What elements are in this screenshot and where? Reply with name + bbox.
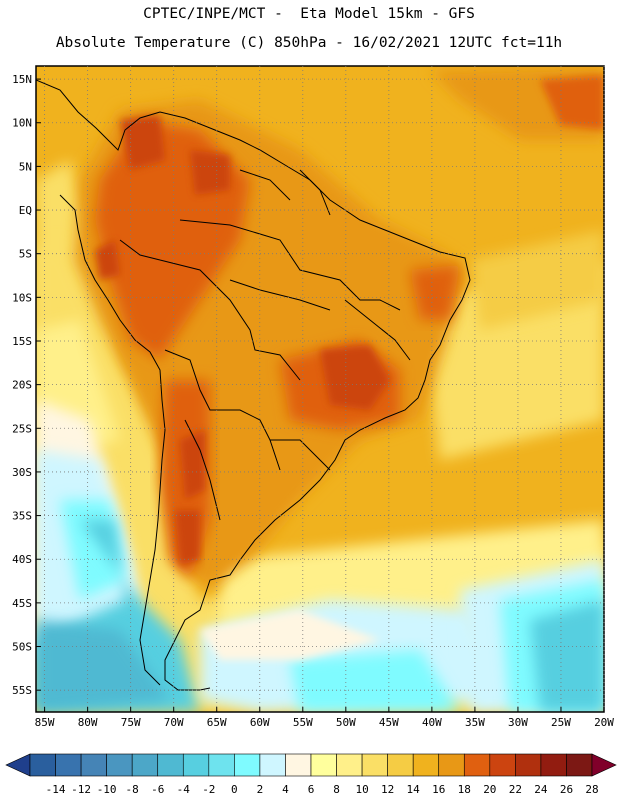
map-title-line-2: Absolute Temperature (C) 850hPa - 16/02/… [55, 35, 563, 51]
colorbar-segment [259, 753, 286, 777]
longitude-label: 30W [508, 716, 528, 729]
colorbar-tick-label: 10 [355, 783, 368, 796]
colorbar-tick-label: -8 [126, 783, 139, 796]
colorbar-segment [234, 753, 261, 777]
colorbar-segment [157, 753, 184, 777]
colorbar-tick-label: -6 [151, 783, 164, 796]
colorbar-segment [438, 753, 465, 777]
coastline-lines [36, 79, 471, 691]
colorbar-tick-label: -12 [71, 783, 91, 796]
longitude-label: 20W [594, 716, 614, 729]
latitude-label: 35S [12, 510, 32, 523]
longitude-label: 35W [465, 716, 485, 729]
latitude-label: 50S [12, 641, 32, 654]
latitude-label: 30S [12, 466, 32, 479]
colorbar-low-arrow [5, 753, 31, 777]
latitude-label: 20S [12, 379, 32, 392]
colorbar-segment [566, 753, 593, 777]
colorbar-tick-label: -10 [97, 783, 117, 796]
colorbar-segment [387, 753, 414, 777]
longitude-label: 45W [379, 716, 399, 729]
colorbar-tick-label: -2 [202, 783, 215, 796]
colorbar-segment [515, 753, 542, 777]
colorbar-segment [131, 753, 159, 777]
colorbar-tick-label: 2 [257, 783, 264, 796]
colorbar-segment [489, 753, 516, 777]
colorbar-tick-label: 12 [381, 783, 394, 796]
colorbar-segment [463, 753, 491, 777]
colorbar-segment [540, 753, 567, 777]
map-frame [35, 65, 605, 713]
colorbar-segment [412, 753, 440, 777]
longitude-label: 80W [78, 716, 98, 729]
latitude-label: 10N [12, 117, 32, 130]
longitude-label: 50W [336, 716, 356, 729]
colorbar-tick-label: 16 [432, 783, 445, 796]
latitude-label: 5N [19, 160, 32, 173]
longitude-label: 85W [35, 716, 55, 729]
colorbar-segment [182, 753, 210, 777]
colorbar-segment [285, 753, 312, 777]
colorbar-tick-label: 26 [560, 783, 573, 796]
longitude-label: 75W [121, 716, 141, 729]
colorbar-segment [106, 753, 133, 777]
colorbar-segment [310, 753, 337, 777]
graticule-grid [36, 66, 605, 712]
longitude-labels: 85W 80W 75W 70W 65W 60W 55W 50W 45W 40W 35W 30W 25W 2… [35, 716, 615, 729]
colorbar-segment [55, 753, 82, 777]
longitude-label: 25W [551, 716, 571, 729]
colorbar-tick-label: -4 [177, 783, 191, 796]
colorbar-segment [336, 753, 363, 777]
latitude-label: 40S [12, 553, 32, 566]
latitude-label: 25S [12, 422, 32, 435]
latitude-label: 5S [19, 248, 32, 261]
map-title-line-1: CPTEC/INPE/MCT - Eta Model 15km - GFS [143, 6, 475, 22]
colorbar-high-arrow [591, 753, 617, 777]
colorbar-segment [80, 753, 107, 777]
longitude-label: 70W [164, 716, 184, 729]
colorbar-tick-label: 4 [282, 783, 289, 796]
latitude-label: 15N [12, 73, 32, 86]
longitude-label: 40W [422, 716, 442, 729]
colorbar: -14 -12 -10 -8 -6 -4 -2 0 2 4 6 8 10 12 14 16 18 20 22 24 26… [5, 753, 617, 796]
colorbar-segment [29, 753, 56, 777]
colorbar-tick-label: 6 [308, 783, 315, 796]
longitude-label: 55W [293, 716, 313, 729]
colorbar-segment [208, 753, 235, 777]
colorbar-tick-label: 14 [407, 783, 421, 796]
latitude-label: 10S [12, 291, 32, 304]
temperature-field [36, 66, 604, 712]
colorbar-tick-label: 18 [458, 783, 471, 796]
colorbar-tick-label: -14 [46, 783, 66, 796]
longitude-label: 65W [207, 716, 227, 729]
longitude-label: 60W [250, 716, 270, 729]
colorbar-segment [361, 753, 388, 777]
colorbar-tick-label: 8 [333, 783, 340, 796]
colorbar-tick-label: 0 [231, 783, 238, 796]
latitude-label: 45S [12, 597, 32, 610]
colorbar-tick-label: 22 [509, 783, 522, 796]
colorbar-tick-label: 28 [585, 783, 598, 796]
latitude-labels: 15N 10N 5N EQ 5S 10S 15S 20S 25S 30S 35S 40S 45S 50S 5… [12, 73, 32, 697]
latitude-label: 55S [12, 684, 32, 697]
colorbar-tick-label: 24 [534, 783, 548, 796]
colorbar-tick-label: 20 [483, 783, 496, 796]
latitude-label: 15S [12, 335, 32, 348]
latitude-label: EQ [19, 204, 32, 217]
